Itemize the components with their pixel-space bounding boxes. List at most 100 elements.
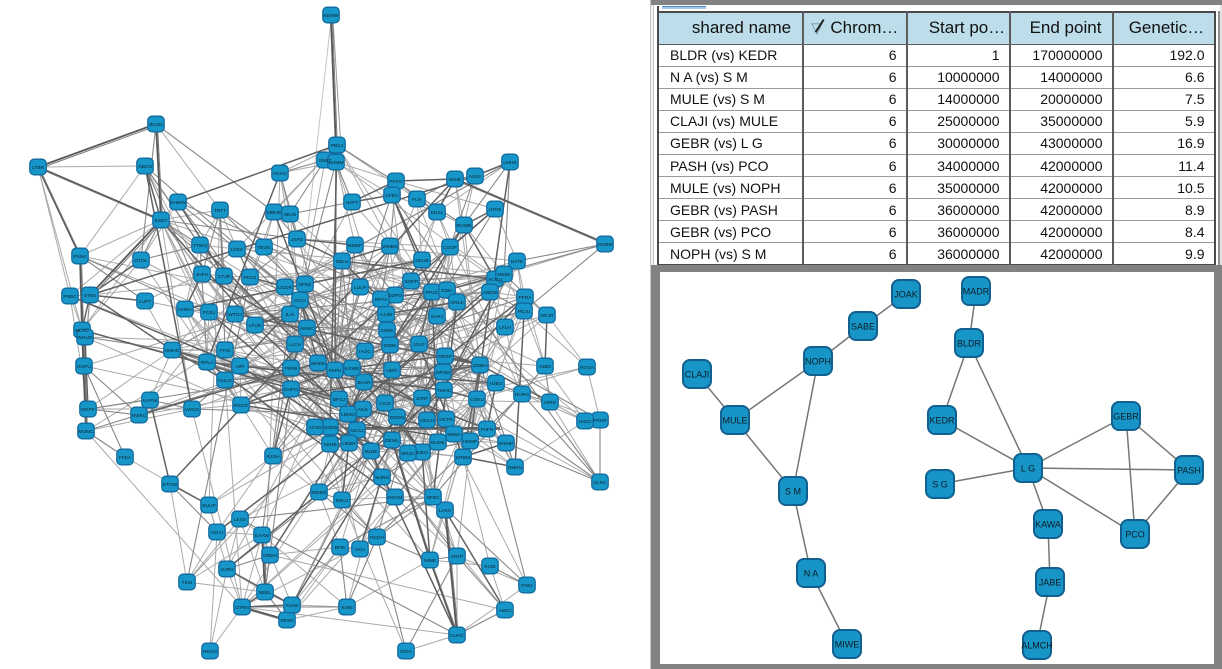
svg-text:KGPU: KGPU xyxy=(77,364,91,370)
svg-text:GEBR: GEBR xyxy=(1113,412,1139,422)
svg-text:RRSP: RRSP xyxy=(438,354,451,360)
svg-text:RRAO: RRAO xyxy=(203,649,217,655)
svg-text:ENSL: ENSL xyxy=(431,210,444,216)
svg-text:DSBK: DSBK xyxy=(383,343,397,349)
svg-text:ABEW: ABEW xyxy=(483,290,498,296)
svg-text:JGLF: JGLF xyxy=(413,342,425,348)
svg-text:CUHC: CUHC xyxy=(450,633,464,639)
svg-text:UTKE: UTKE xyxy=(489,207,502,213)
svg-text:WJRG: WJRG xyxy=(375,475,389,481)
svg-text:BCSD: BCSD xyxy=(149,122,163,128)
svg-text:MBHB: MBHB xyxy=(267,210,281,216)
svg-text:PBGJ: PBGJ xyxy=(331,143,344,149)
svg-text:IORS: IORS xyxy=(544,400,556,406)
svg-text:AILK: AILK xyxy=(358,407,369,413)
svg-text:PKOJ: PKOJ xyxy=(244,275,257,281)
svg-text:LWCD: LWCD xyxy=(185,407,199,413)
svg-text:PRHR: PRHR xyxy=(593,418,607,424)
svg-text:ILAI: ILAI xyxy=(286,312,295,318)
svg-text:EHMM: EHMM xyxy=(329,160,344,166)
svg-text:PCBJ: PCBJ xyxy=(203,310,216,316)
svg-text:BLDR: BLDR xyxy=(957,339,982,349)
svg-text:PCFO: PCFO xyxy=(389,179,403,185)
svg-text:ESDT: ESDT xyxy=(155,218,168,224)
svg-text:RCDH: RCDH xyxy=(370,535,384,541)
svg-text:PCO: PCO xyxy=(1125,530,1145,540)
svg-text:SARJ: SARJ xyxy=(431,314,444,320)
svg-text:ROSA: ROSA xyxy=(580,365,594,371)
svg-text:MTBM: MTBM xyxy=(456,455,470,461)
svg-text:NFBC: NFBC xyxy=(426,495,440,501)
svg-text:MLAO: MLAO xyxy=(75,328,89,334)
svg-text:LDMO: LDMO xyxy=(341,412,355,418)
svg-text:NSIN: NSIN xyxy=(469,174,481,180)
svg-text:JSFD: JSFD xyxy=(291,237,304,243)
svg-text:AKMC: AKMC xyxy=(300,326,314,332)
svg-text:SGRP: SGRP xyxy=(404,279,418,285)
svg-text:KRUJ: KRUJ xyxy=(336,498,349,504)
svg-text:CICE: CICE xyxy=(379,401,390,407)
svg-text:MRJU: MRJU xyxy=(401,451,415,457)
svg-text:ETOW: ETOW xyxy=(163,482,178,488)
svg-text:NCHC: NCHC xyxy=(273,171,287,177)
svg-text:PPJC: PPJC xyxy=(426,290,439,296)
svg-text:SNBT: SNBT xyxy=(319,158,332,164)
svg-text:ACGU: ACGU xyxy=(488,277,502,283)
svg-text:MOMC: MOMC xyxy=(78,429,94,435)
svg-text:DATE: DATE xyxy=(511,259,523,265)
svg-text:MSIE: MSIE xyxy=(449,177,461,183)
svg-text:MULE: MULE xyxy=(722,416,747,426)
svg-text:SRTP: SRTP xyxy=(451,554,464,560)
svg-text:LULP: LULP xyxy=(354,285,366,291)
svg-text:WTOJ: WTOJ xyxy=(228,312,242,318)
svg-text:OOAM: OOAM xyxy=(388,495,403,501)
svg-text:JHFH: JHFH xyxy=(196,272,209,278)
svg-text:MGPF: MGPF xyxy=(81,407,95,413)
svg-text:GIBD: GIBD xyxy=(539,364,551,370)
svg-text:GHRA: GHRA xyxy=(178,307,193,313)
svg-text:HDFI: HDFI xyxy=(386,368,397,374)
svg-text:DCII: DCII xyxy=(355,547,365,553)
svg-text:KCIB: KCIB xyxy=(484,564,495,570)
svg-text:CFEH: CFEH xyxy=(385,193,399,199)
svg-text:KSNI: KSNI xyxy=(341,605,352,611)
svg-text:IAOC: IAOC xyxy=(359,349,371,355)
svg-text:WEBR: WEBR xyxy=(312,490,327,496)
svg-text:MIWE: MIWE xyxy=(835,640,860,650)
svg-text:ISGO: ISGO xyxy=(579,419,591,425)
svg-text:BAAR: BAAR xyxy=(357,380,371,386)
svg-text:UEBR: UEBR xyxy=(342,441,356,447)
svg-text:NIME: NIME xyxy=(424,558,436,564)
svg-text:DHPG: DHPG xyxy=(284,387,298,393)
svg-text:DSBH: DSBH xyxy=(473,363,487,369)
svg-text:DDPO: DDPO xyxy=(388,293,402,299)
svg-text:L G: L G xyxy=(1021,464,1035,474)
svg-text:WMBG: WMBG xyxy=(382,244,398,250)
svg-text:NOPH: NOPH xyxy=(805,357,831,367)
svg-text:GBCN: GBCN xyxy=(138,164,152,170)
svg-text:KAWA: KAWA xyxy=(1035,520,1061,530)
svg-text:PNBC: PNBC xyxy=(63,294,77,300)
svg-text:FFIO: FFIO xyxy=(220,348,231,354)
svg-text:HODW: HODW xyxy=(322,425,338,431)
svg-text:FHFN: FHFN xyxy=(481,427,494,433)
svg-text:EUUP: EUUP xyxy=(202,503,215,509)
svg-text:RESE: RESE xyxy=(280,618,293,624)
svg-text:PASH: PASH xyxy=(1177,466,1201,476)
svg-text:UAPW: UAPW xyxy=(143,398,158,404)
svg-text:NCGJ: NCGJ xyxy=(350,428,364,434)
svg-text:RMKN: RMKN xyxy=(508,465,523,471)
svg-text:OTOL: OTOL xyxy=(135,258,148,264)
svg-text:SABE: SABE xyxy=(851,322,875,332)
svg-text:BFGJ: BFGJ xyxy=(333,397,346,403)
svg-text:SKHB: SKHB xyxy=(323,442,336,448)
svg-text:PSNK: PSNK xyxy=(73,254,87,260)
svg-text:SDLU: SDLU xyxy=(336,259,349,265)
svg-text:LESS: LESS xyxy=(234,517,246,523)
svg-text:SSRK: SSRK xyxy=(380,328,394,334)
svg-text:NWKC: NWKC xyxy=(132,413,147,419)
svg-text:WNRE: WNRE xyxy=(311,361,326,367)
svg-text:HAPT: HAPT xyxy=(346,200,359,206)
svg-text:ALMCH: ALMCH xyxy=(1021,641,1053,651)
svg-text:NPSM: NPSM xyxy=(436,370,450,376)
